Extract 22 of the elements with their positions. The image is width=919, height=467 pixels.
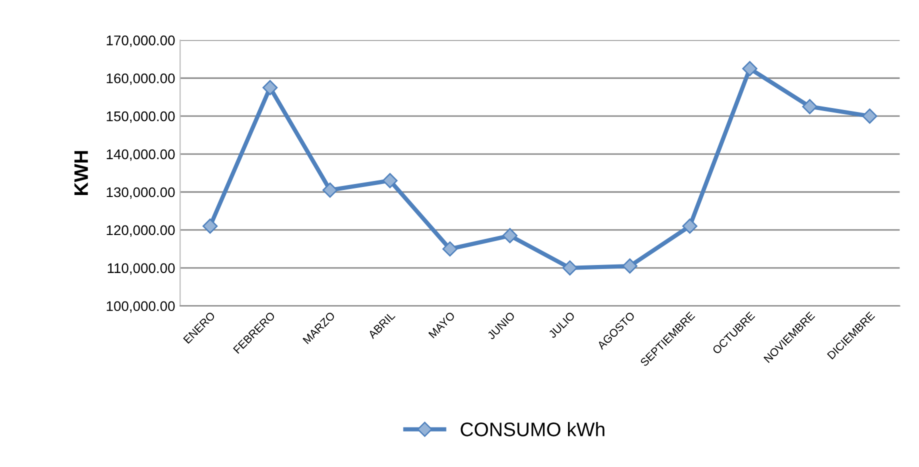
y-tick-label: 100,000.00 <box>106 301 175 313</box>
y-tick-label: 130,000.00 <box>106 187 175 199</box>
point <box>622 258 638 274</box>
point <box>862 108 878 124</box>
point <box>202 218 218 234</box>
legend-label: CONSUMO kWh <box>460 422 604 436</box>
point <box>442 241 458 257</box>
y-tick-label: 160,000.00 <box>106 73 175 85</box>
point <box>562 260 578 276</box>
y-tick-label: 150,000.00 <box>106 111 175 123</box>
point <box>682 218 698 234</box>
point <box>262 80 278 96</box>
point <box>322 182 338 198</box>
y-tick-label: 120,000.00 <box>106 225 175 237</box>
y-axis-title: KWH <box>74 151 88 195</box>
point <box>802 99 818 114</box>
point <box>742 61 758 76</box>
y-tick-label: 140,000.00 <box>106 149 175 161</box>
y-tick-label: 110,000.00 <box>108 263 175 275</box>
point <box>502 228 518 244</box>
y-tick-label: 170,000.00 <box>106 35 175 47</box>
point <box>382 173 398 188</box>
